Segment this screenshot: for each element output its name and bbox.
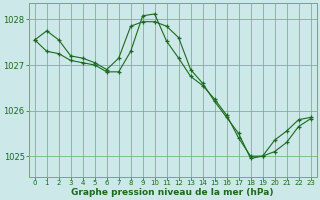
X-axis label: Graphe pression niveau de la mer (hPa): Graphe pression niveau de la mer (hPa) xyxy=(71,188,274,197)
